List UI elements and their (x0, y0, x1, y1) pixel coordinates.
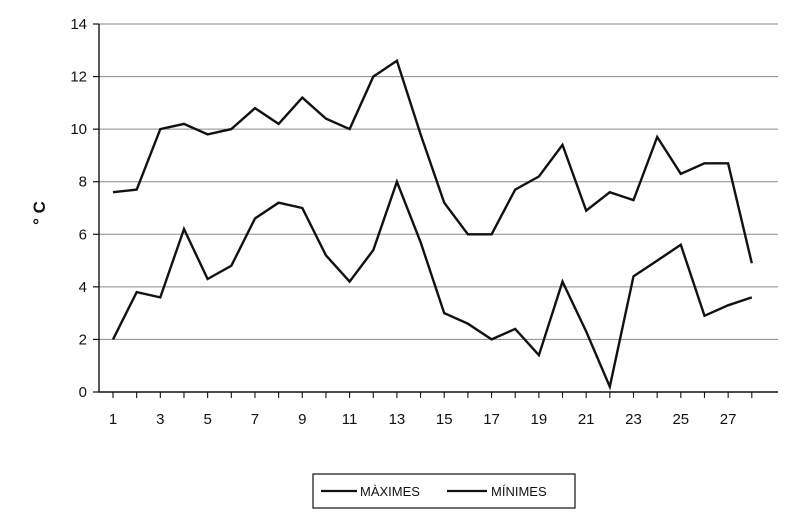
series-line-maximes (112, 58, 753, 264)
x-tick-label: 7 (251, 411, 259, 428)
legend: MÀXIMES MÍNIMES (312, 473, 576, 509)
legend-label-maximes: MÀXIMES (360, 484, 420, 499)
x-tick-label: 11 (342, 411, 358, 428)
x-tick-label: 23 (625, 411, 642, 428)
series-line-minimes (111, 178, 753, 391)
x-tick-label: 25 (672, 411, 689, 428)
gridlines (99, 23, 778, 340)
x-tick-label: 1 (109, 411, 117, 428)
x-tick-label: 27 (720, 411, 737, 428)
x-tick-label: 15 (436, 411, 453, 428)
series-lines (111, 58, 753, 391)
y-tick-label: 4 (79, 279, 87, 296)
x-tick-label: 21 (578, 411, 595, 428)
y-tick-label: 2 (79, 331, 87, 348)
y-tick-label: 6 (79, 226, 87, 243)
y-tick-label: 14 (70, 16, 87, 33)
y-axis-label: ° C (30, 201, 49, 225)
y-tick-label: 10 (70, 121, 87, 138)
y-tick-label: 8 (79, 174, 87, 191)
x-tick-label: 13 (389, 411, 406, 428)
x-tick-label: 19 (531, 411, 548, 428)
axes (93, 23, 778, 398)
legend-label-minimes: MÍNIMES (491, 484, 547, 499)
y-tick-label: 12 (70, 69, 87, 86)
x-tick-label: 9 (298, 411, 306, 428)
x-tick-label: 17 (483, 411, 500, 428)
x-tick-label: 3 (156, 411, 164, 428)
y-tick-label: 0 (79, 384, 87, 401)
x-tick-label: 5 (203, 411, 211, 428)
